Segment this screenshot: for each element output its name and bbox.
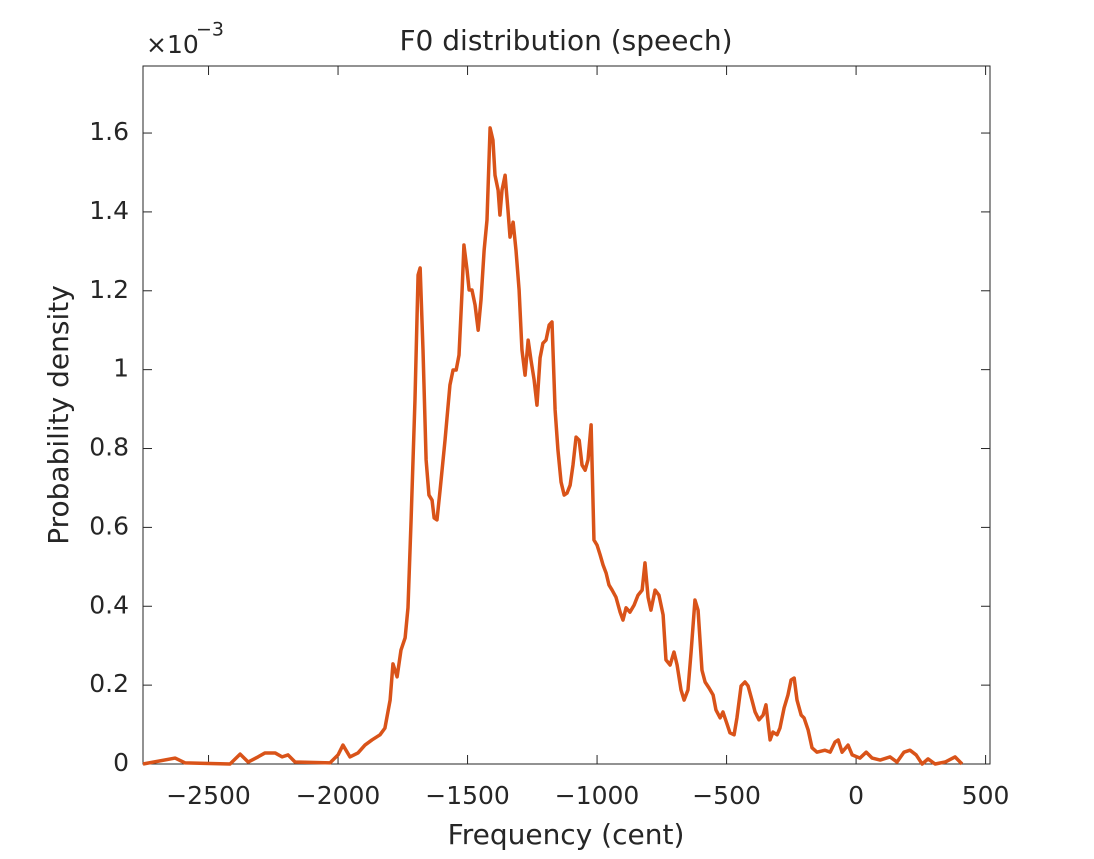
y-axis-label: Probability density (42, 285, 75, 545)
chart-title: F0 distribution (speech) (399, 24, 732, 57)
exponent-power: −3 (196, 19, 224, 41)
y-tick-label: 0.8 (89, 433, 129, 462)
x-tick-label: 0 (848, 781, 864, 810)
y-tick-label: 1.2 (89, 275, 129, 304)
y-tick-label: 1.4 (89, 196, 129, 225)
x-tick-label: −2000 (296, 781, 381, 810)
y-tick-label: 1.6 (89, 117, 129, 146)
y-tick-label: 0.2 (89, 669, 129, 698)
y-tick-label: 0.6 (89, 511, 129, 540)
x-tick-label: 500 (962, 781, 1010, 810)
data-line (142, 126, 964, 766)
exponent-base: ×10 (146, 30, 199, 59)
x-tick-label: −2500 (166, 781, 251, 810)
y-tick-label: 1 (113, 354, 129, 383)
y-tick-label: 0.4 (89, 590, 129, 619)
x-tick-label: −1500 (425, 781, 510, 810)
plot-box (142, 65, 991, 765)
x-tick-label: −1000 (555, 781, 640, 810)
x-tick-label: −500 (692, 781, 761, 810)
y-tick-label: 0 (113, 748, 129, 777)
x-axis-label: Frequency (cent) (448, 818, 685, 851)
